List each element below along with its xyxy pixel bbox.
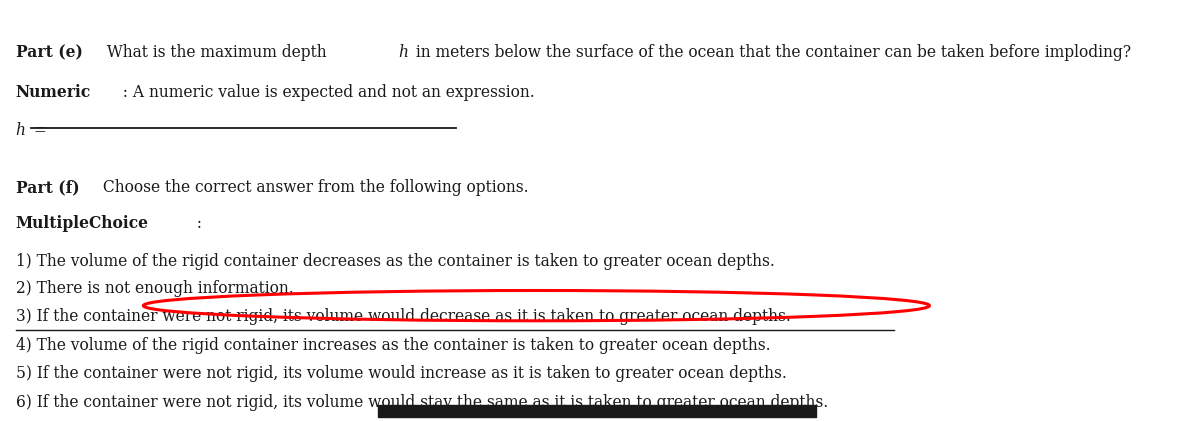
Text: Choose the correct answer from the following options.: Choose the correct answer from the follo… xyxy=(97,179,528,196)
Text: 3) If the container were not rigid, its volume would decrease as it is taken to : 3) If the container were not rigid, its … xyxy=(16,308,791,325)
Text: h: h xyxy=(398,44,408,61)
Text: What is the maximum depth: What is the maximum depth xyxy=(102,44,331,61)
Text: 2) There is not enough information.: 2) There is not enough information. xyxy=(16,280,293,297)
Text: =: = xyxy=(29,122,52,139)
Text: MultipleChoice: MultipleChoice xyxy=(16,215,149,232)
Text: Part (e): Part (e) xyxy=(16,44,83,61)
Text: Part (f): Part (f) xyxy=(16,179,79,196)
Text: : A numeric value is expected and not an expression.: : A numeric value is expected and not an… xyxy=(113,84,534,101)
Text: 5) If the container were not rigid, its volume would increase as it is taken to : 5) If the container were not rigid, its … xyxy=(16,365,786,382)
Text: h: h xyxy=(16,122,25,139)
Text: 4) The volume of the rigid container increases as the container is taken to grea: 4) The volume of the rigid container inc… xyxy=(16,337,770,354)
Text: 1) The volume of the rigid container decreases as the container is taken to grea: 1) The volume of the rigid container dec… xyxy=(16,253,774,269)
Text: 6) If the container were not rigid, its volume would stay the same as it is take: 6) If the container were not rigid, its … xyxy=(16,394,828,410)
Text: Numeric: Numeric xyxy=(16,84,91,101)
FancyBboxPatch shape xyxy=(378,405,816,417)
Text: in meters below the surface of the ocean that the container can be taken before : in meters below the surface of the ocean… xyxy=(410,44,1132,61)
Text: :: : xyxy=(187,215,203,232)
